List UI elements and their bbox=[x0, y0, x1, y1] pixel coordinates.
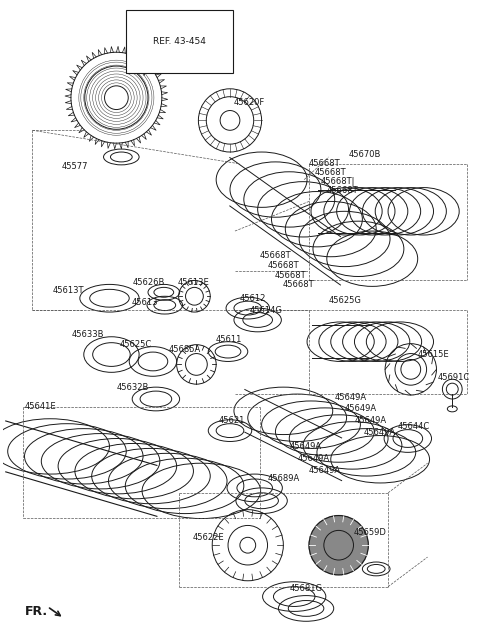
Text: 45620F: 45620F bbox=[234, 98, 265, 107]
Text: 45625G: 45625G bbox=[329, 295, 361, 305]
Text: 45613: 45613 bbox=[131, 298, 158, 307]
Text: 45644C: 45644C bbox=[398, 422, 430, 431]
Text: 45614G: 45614G bbox=[250, 306, 283, 314]
Text: 45649A: 45649A bbox=[345, 404, 377, 413]
Text: 45649A: 45649A bbox=[289, 442, 322, 451]
Text: 45632B: 45632B bbox=[116, 383, 149, 392]
Text: 45668T: 45668T bbox=[282, 280, 314, 289]
Text: 45668T: 45668T bbox=[275, 271, 306, 280]
Text: 45625C: 45625C bbox=[120, 340, 152, 349]
Text: 45668T: 45668T bbox=[267, 261, 299, 270]
Text: 45626B: 45626B bbox=[132, 278, 165, 287]
Text: 45577: 45577 bbox=[62, 162, 88, 171]
Text: 45613T: 45613T bbox=[52, 286, 84, 295]
Text: 45649A: 45649A bbox=[363, 428, 396, 437]
Text: 45622E: 45622E bbox=[192, 533, 224, 542]
Text: FR.: FR. bbox=[24, 605, 48, 618]
Text: 45668T|: 45668T| bbox=[321, 177, 355, 186]
Text: 45649A: 45649A bbox=[297, 454, 329, 463]
Text: 45641E: 45641E bbox=[24, 403, 56, 411]
Text: 45685A: 45685A bbox=[169, 345, 201, 354]
Text: 45649A: 45649A bbox=[335, 392, 367, 401]
Circle shape bbox=[309, 515, 368, 575]
Text: REF. 43-454: REF. 43-454 bbox=[153, 37, 206, 46]
Text: 45649A: 45649A bbox=[354, 417, 386, 425]
Text: 45668T: 45668T bbox=[260, 251, 291, 260]
Text: 45659D: 45659D bbox=[353, 528, 386, 537]
Text: 45633B: 45633B bbox=[72, 330, 105, 339]
Text: 45668T: 45668T bbox=[327, 186, 359, 195]
Text: 45681G: 45681G bbox=[289, 584, 322, 593]
Text: 45668T: 45668T bbox=[315, 168, 347, 178]
Text: 45615E: 45615E bbox=[418, 350, 449, 359]
Text: 45670B: 45670B bbox=[348, 150, 381, 160]
Text: 45612: 45612 bbox=[240, 294, 266, 302]
Text: 45691C: 45691C bbox=[437, 373, 470, 382]
Text: 45649A: 45649A bbox=[309, 465, 341, 475]
Text: 45613E: 45613E bbox=[178, 278, 209, 287]
Text: 45668T: 45668T bbox=[309, 159, 341, 169]
Text: 45689A: 45689A bbox=[267, 474, 300, 482]
Text: 45621: 45621 bbox=[218, 417, 244, 425]
Text: 45611: 45611 bbox=[215, 335, 241, 344]
